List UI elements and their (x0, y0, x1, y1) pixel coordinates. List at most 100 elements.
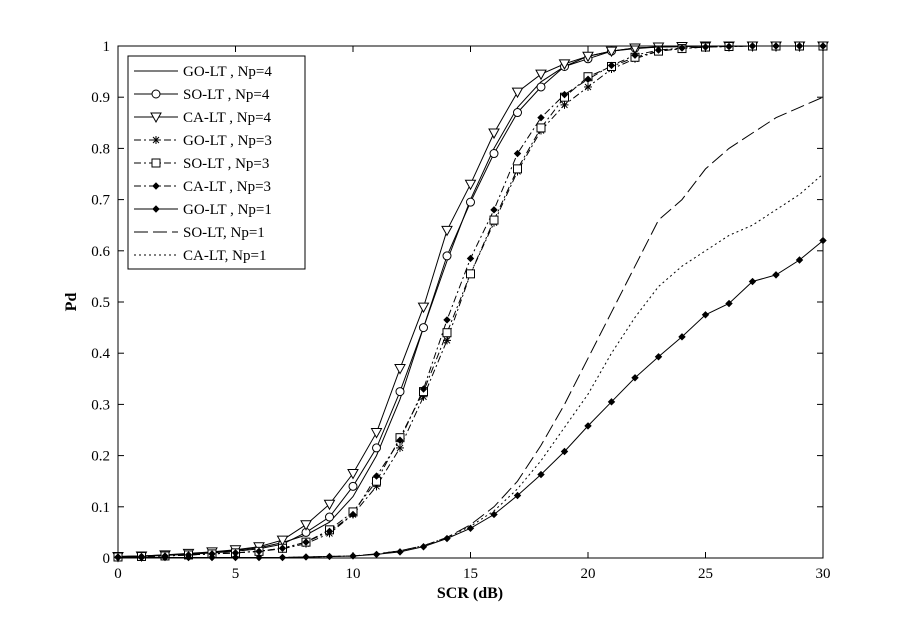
x-tick-label: 10 (346, 566, 361, 582)
series-point (560, 100, 569, 109)
series-point (442, 251, 452, 261)
series-point (255, 553, 263, 562)
series-point (489, 149, 499, 159)
series-point (490, 510, 498, 519)
series-point (349, 510, 357, 519)
legend-swatch-marker (152, 205, 160, 213)
series-point (464, 179, 477, 191)
x-tick-label: 25 (698, 566, 713, 582)
legend-label: GO-LT , Np=3 (183, 133, 272, 149)
series-point (276, 535, 289, 547)
series-point (466, 197, 475, 207)
series-point (419, 323, 428, 333)
series-point (772, 271, 780, 279)
series-point (395, 387, 405, 397)
legend-label: CA-LT, Np=1 (183, 248, 266, 264)
series-point (302, 538, 310, 546)
legend-label: GO-LT , Np=1 (183, 202, 272, 218)
series-point (184, 553, 193, 562)
series-point (347, 469, 359, 480)
y-tick-label: 0.1 (91, 500, 110, 516)
series-point (466, 254, 475, 263)
series-point (372, 550, 381, 559)
y-tick-label: 0.3 (91, 397, 110, 413)
legend-swatch-marker (152, 182, 160, 190)
x-tick-label: 0 (114, 566, 122, 582)
y-tick-label: 0.2 (91, 449, 110, 465)
series-point (396, 436, 404, 444)
series-point (443, 316, 451, 324)
series-point (372, 472, 381, 480)
series-point (535, 69, 547, 81)
series-point (558, 59, 571, 70)
series-point (419, 543, 428, 551)
y-axis-label: Pd (63, 293, 80, 312)
series-point (489, 215, 499, 225)
y-tick-label: 0.5 (91, 295, 110, 311)
series-point (137, 553, 146, 562)
y-tick-label: 0 (103, 551, 111, 567)
series-point (607, 61, 616, 70)
series-point (511, 87, 524, 99)
series-point (348, 481, 358, 491)
legend-swatch-marker (151, 158, 161, 168)
legend-label: CA-LT , Np=3 (183, 179, 271, 195)
series-point (560, 90, 569, 99)
axis-ticks (117, 45, 824, 559)
y-tick-label: 0.8 (91, 141, 110, 157)
series-point (372, 443, 381, 453)
series-point (300, 520, 312, 531)
series-point (323, 499, 336, 511)
series-point (654, 353, 663, 361)
series-point (443, 336, 451, 345)
series-point (490, 206, 498, 214)
series-point (584, 75, 592, 83)
series-point (513, 108, 522, 118)
series-point (488, 128, 500, 140)
series-point (631, 374, 639, 382)
x-axis-label: SCR (dB) (437, 585, 503, 602)
series-point (537, 470, 545, 479)
series-point (536, 82, 546, 92)
series-point (396, 443, 404, 452)
series-point (419, 385, 428, 393)
legend-label: SO-LT , Np=3 (183, 156, 269, 172)
series-point (513, 164, 522, 174)
series-point (678, 44, 686, 52)
series-point (441, 225, 453, 237)
series-point (537, 113, 545, 122)
series-point (748, 277, 757, 286)
series-point (725, 299, 733, 308)
series-point (513, 491, 522, 500)
series-point (584, 422, 592, 430)
y-tick-label: 0.9 (91, 90, 110, 106)
y-tick-label: 0.6 (91, 244, 110, 260)
series-point (605, 46, 618, 58)
series-point (701, 311, 710, 319)
y-tick-label: 0.4 (91, 346, 110, 362)
axis-tick-labels: 0 5 10 15 20 25 30 0 0.1 0.2 0.3 0.4 0.5 0.6 0.7 0.8 0.9… (91, 39, 830, 582)
legend-label: CA-LT , Np=4 (183, 110, 272, 126)
series-point (584, 82, 592, 91)
y-tick-label: 0.7 (91, 193, 110, 209)
series-point (417, 302, 430, 314)
series-point (208, 553, 216, 562)
x-tick-label: 5 (232, 566, 240, 582)
x-tick-label: 30 (816, 566, 831, 582)
x-tick-label: 20 (581, 566, 596, 582)
series-point (513, 149, 522, 158)
series-point (442, 328, 452, 338)
series-point (560, 447, 569, 456)
legend-label: GO-LT , Np=4 (183, 64, 272, 80)
series-point (161, 553, 169, 562)
y-tick-label: 1 (103, 39, 111, 55)
series-point (396, 548, 404, 556)
series-point (582, 51, 594, 63)
series-point (325, 527, 334, 536)
series-point (536, 123, 546, 133)
series-point (278, 553, 287, 562)
series-point (795, 256, 804, 264)
series-point (370, 428, 383, 439)
legend-swatch-marker (151, 89, 161, 99)
series-point (278, 544, 287, 552)
